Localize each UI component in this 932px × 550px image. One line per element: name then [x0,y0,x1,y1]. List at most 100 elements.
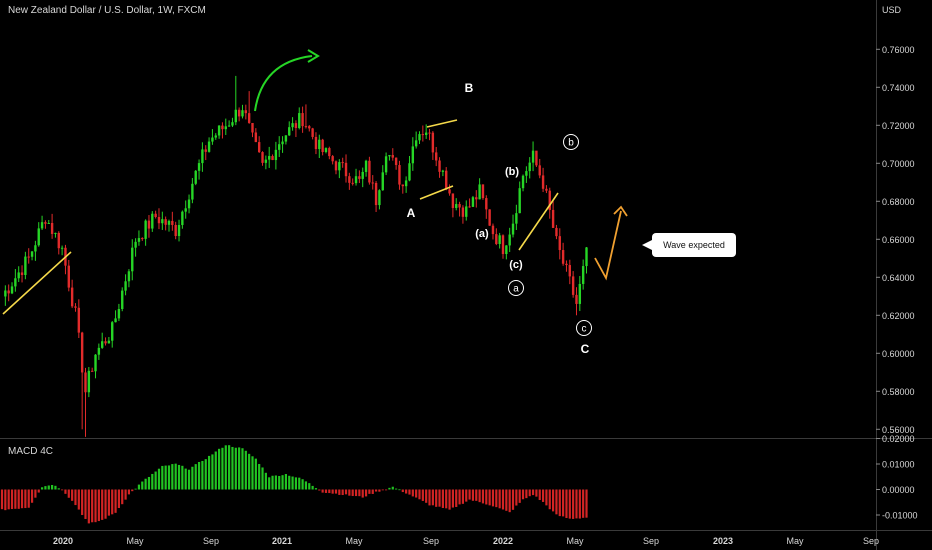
candle-body [24,256,27,276]
candle-body [488,209,491,226]
macd-bar [87,489,90,524]
candle-body [308,126,311,129]
candle-body [351,182,354,184]
candle-body [401,184,404,187]
macd-bar [495,489,498,508]
candle-body [47,222,50,224]
macd-bar [354,489,358,497]
macd-bar [151,473,154,490]
candle-body [361,171,364,179]
candle-body [288,127,291,136]
macd-bar [568,489,571,519]
candle-body [448,189,451,194]
candle-body [525,171,528,176]
candle-body [241,110,244,117]
price-tick-label: 0.56000 [882,425,915,435]
candle-body [495,234,498,244]
candle-body [578,283,582,304]
orange-wave-arrow [594,210,622,281]
macd-bar [381,489,384,491]
candle-body [224,126,227,130]
macd-bar [321,489,324,493]
wave-label: (c) [509,259,523,271]
macd-bar [505,489,508,511]
macd-bar [34,489,37,498]
candle-body [465,206,468,217]
candle-body [244,110,248,114]
price-tick-label: 0.64000 [882,273,915,283]
macd-bar [291,476,294,490]
chart-title: New Zealand Dollar / U.S. Dollar, 1W, FX… [8,5,206,16]
candle-body [378,190,381,206]
macd-bar [64,489,67,494]
candle-body [381,172,384,191]
macd-bar [468,489,471,500]
candle-body [124,281,127,291]
candle-body [438,160,441,172]
macd-bar [77,489,80,510]
candle-body [321,139,324,153]
candle-body [187,199,191,209]
candle-body [284,135,288,142]
candle-body [147,220,151,229]
wave-label: a [513,284,519,295]
macd-bar [294,477,298,490]
macd-bar [435,489,438,507]
macd-bar [562,489,565,517]
macd-bar [234,447,237,490]
candle-body [114,318,117,323]
macd-bar [488,489,491,506]
macd-bar [258,463,261,490]
macd-bar [548,489,551,510]
candle-body [475,197,478,200]
candle-body [274,149,278,161]
macd-bar [141,481,144,490]
macd-bar [134,488,137,490]
candle-body [358,176,361,179]
candle-body [555,227,558,237]
candle-body [10,286,14,294]
macd-bar [535,489,538,497]
candle-body [20,272,24,276]
macd-bar [361,489,364,498]
candle-body [388,155,391,157]
candle-body [221,125,224,130]
macd-bar [44,486,47,490]
candle-body [531,150,535,163]
candle-body [418,134,421,141]
candle-body [324,148,328,153]
candle-body [371,182,374,184]
candle-body [84,372,87,393]
macd-bar [538,489,541,501]
macd-bar [268,477,271,490]
candle-body [461,207,465,217]
macd-bar [572,489,575,519]
candle-body [508,234,511,246]
candle-body [515,213,518,224]
macd-bar [405,489,408,494]
candle-body [281,141,284,145]
axis-layer: 0.76000 0.74000 0.72000 0.70000 0.68000 0.660… [53,45,918,546]
candle-body [491,225,495,235]
macd-bar [448,489,451,510]
time-tick-label: Sep [863,536,879,546]
macd-tick-label: 0.02000 [882,434,915,444]
macd-bar [37,489,40,493]
candle-body [338,162,341,171]
candle-body [107,340,111,344]
candle-body [468,206,471,208]
macd-bar [425,489,428,503]
macd-bar [385,489,388,491]
macd-bar [308,483,311,490]
candle-body [435,152,438,161]
price-tick-label: 0.66000 [882,235,915,245]
candle-body [50,222,54,234]
macd-bar [328,489,331,494]
macd-bar [248,453,251,490]
wave-label-circle [508,280,524,296]
candle-body [74,306,77,308]
candle-body [558,236,561,251]
macd-bar [458,489,461,505]
